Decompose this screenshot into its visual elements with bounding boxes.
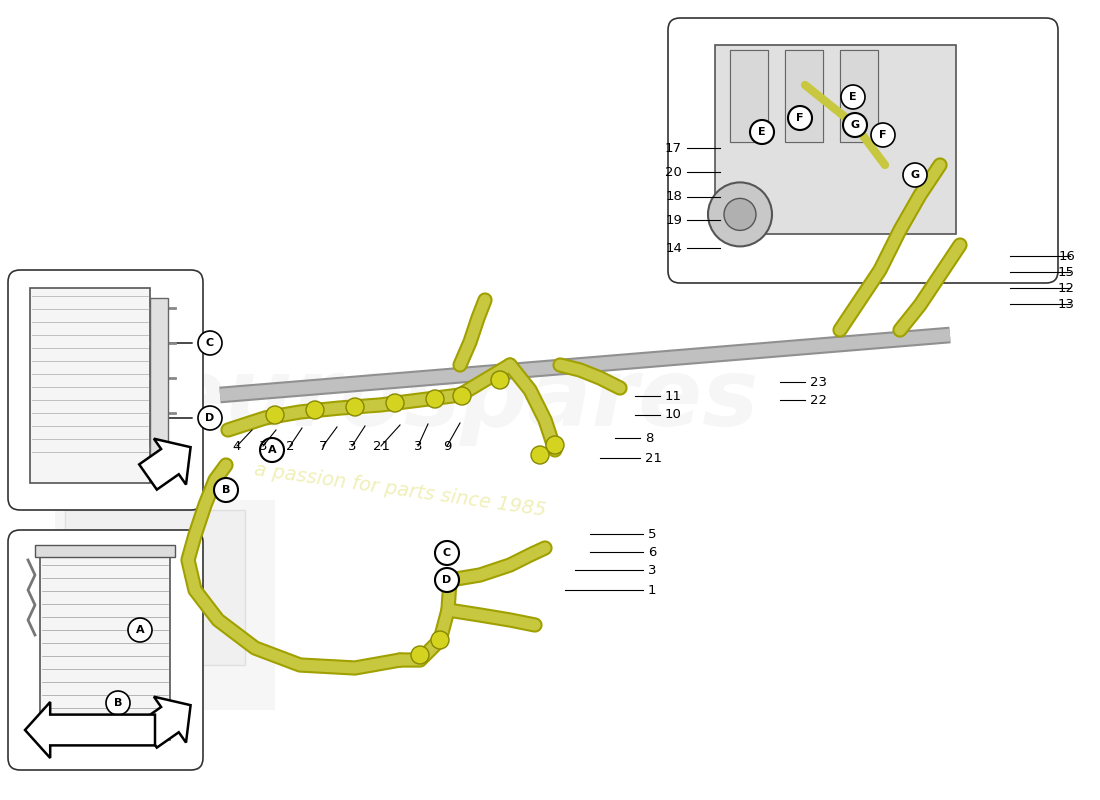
Text: a passion for parts since 1985: a passion for parts since 1985 [253,460,547,520]
Text: 16: 16 [1058,250,1075,262]
Text: 9: 9 [443,439,451,453]
Circle shape [306,401,324,419]
Text: D: D [442,575,452,585]
Circle shape [110,620,150,660]
Circle shape [750,120,774,144]
Circle shape [871,123,895,147]
Circle shape [453,387,471,405]
Bar [55,500,275,710]
Bar [715,45,956,234]
Text: 3: 3 [348,439,356,453]
Text: 12: 12 [1058,282,1075,294]
Circle shape [260,438,284,462]
Circle shape [106,691,130,715]
Text: 19: 19 [666,214,682,226]
Bar [35,545,175,557]
Bar [150,298,168,473]
Text: A: A [267,445,276,455]
Circle shape [214,478,238,502]
Circle shape [386,394,404,412]
Circle shape [708,182,772,246]
Polygon shape [140,438,190,490]
Text: 8: 8 [645,431,653,445]
Text: E: E [758,127,766,137]
Text: C: C [443,548,451,558]
Bar [30,288,150,483]
Circle shape [426,390,444,408]
Circle shape [434,541,459,565]
Bar [840,50,878,142]
Text: 20: 20 [666,166,682,178]
Text: eurospares: eurospares [162,354,759,446]
Bar [785,50,823,142]
Polygon shape [140,697,190,748]
Text: 6: 6 [648,546,657,558]
Circle shape [92,602,168,678]
Text: 14: 14 [666,242,682,254]
Text: 3: 3 [414,439,422,453]
Circle shape [724,198,756,230]
Circle shape [531,446,549,464]
Circle shape [266,406,284,424]
Text: E: E [849,92,857,102]
FancyBboxPatch shape [8,270,203,510]
Circle shape [788,106,812,130]
Text: 13: 13 [1058,298,1075,310]
Text: 22: 22 [810,394,827,406]
Circle shape [842,85,865,109]
Circle shape [491,371,509,389]
Bar [40,555,170,740]
Bar [730,50,768,142]
Text: 5: 5 [648,527,657,541]
FancyBboxPatch shape [8,530,203,770]
Circle shape [434,568,459,592]
Bar [785,50,823,142]
Text: G: G [850,120,859,130]
Text: 15: 15 [1058,266,1075,278]
Text: 7: 7 [319,439,328,453]
FancyBboxPatch shape [668,18,1058,283]
Circle shape [411,646,429,664]
Text: B: B [113,698,122,708]
Text: 21: 21 [645,451,662,465]
Circle shape [346,398,364,416]
Polygon shape [25,702,155,758]
Text: D: D [206,413,214,423]
Bar [730,50,768,142]
Text: 2: 2 [286,439,295,453]
Text: 3: 3 [258,439,267,453]
Bar [65,510,245,665]
Text: 23: 23 [810,375,827,389]
Text: F: F [796,113,804,123]
Text: 18: 18 [666,190,682,203]
Circle shape [198,331,222,355]
Text: 1: 1 [648,583,657,597]
Text: A: A [135,625,144,635]
Circle shape [128,618,152,642]
Text: 17: 17 [666,142,682,154]
Circle shape [198,406,222,430]
Text: 4: 4 [233,439,241,453]
Circle shape [431,631,449,649]
Circle shape [903,163,927,187]
Circle shape [843,113,867,137]
Text: F: F [879,130,887,140]
Text: 11: 11 [666,390,682,402]
Text: 21: 21 [373,439,389,453]
Text: B: B [222,485,230,495]
Circle shape [546,436,564,454]
Text: 3: 3 [648,563,657,577]
Bar [840,50,878,142]
Text: G: G [911,170,920,180]
Text: 10: 10 [666,409,682,422]
Text: C: C [206,338,214,348]
